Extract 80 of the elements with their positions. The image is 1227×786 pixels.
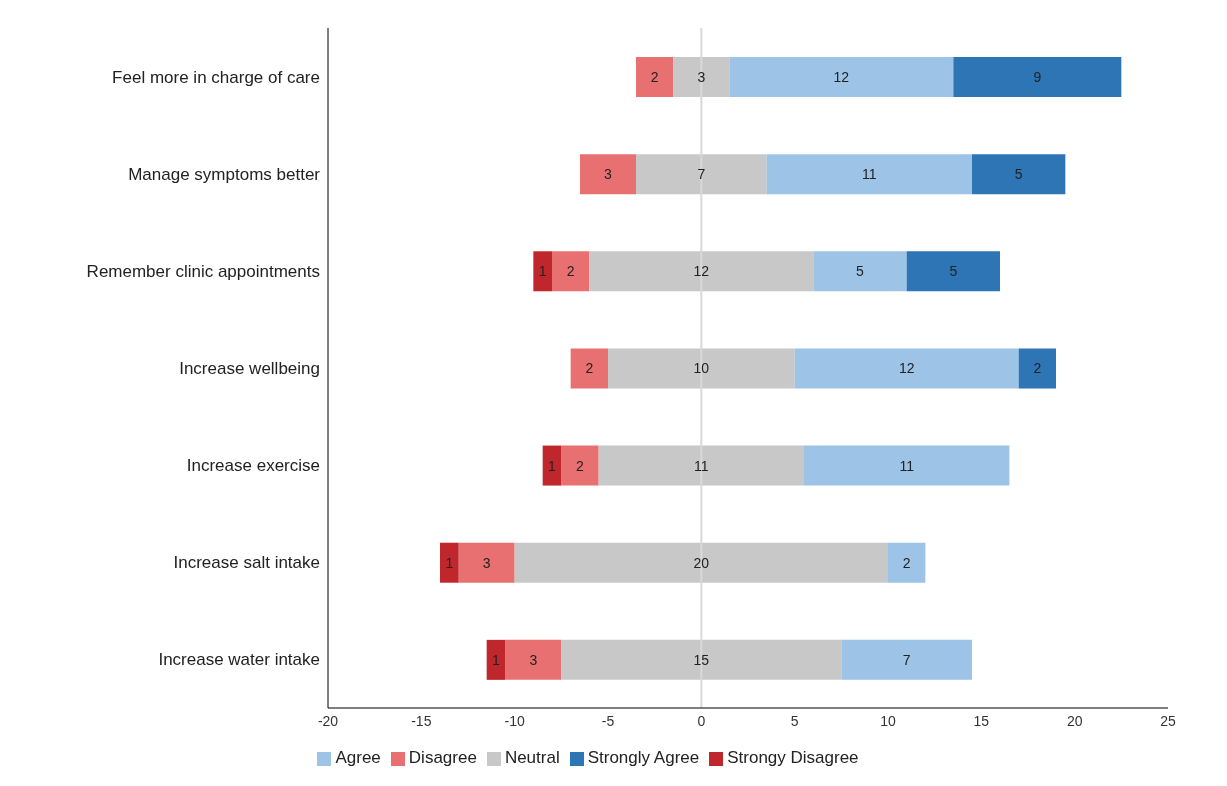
x-tick-label: -15 [411,712,432,729]
data-label: 1 [548,457,557,474]
x-tick-label: -5 [601,712,615,729]
y-tick-label: Increase exercise [186,456,320,476]
bar [542,445,562,486]
bar [729,57,954,97]
legend-label: Strongy Disagree [727,748,859,767]
bar [598,445,804,486]
bar [561,445,599,486]
data-label: 12 [898,360,915,377]
legend-label: Neutral [504,748,560,767]
y-tick-label: Feel more in charge of care [112,67,320,87]
bar [636,154,767,195]
y-tick-label: Remember clinic appointments [86,261,320,281]
y-tick-label: Increase wellbeing [179,359,320,379]
bar [813,251,907,292]
bar [906,251,1000,292]
data-label: 9 [1033,68,1042,85]
data-label: 5 [1014,166,1023,183]
bar [533,251,552,292]
data-label: 2 [566,263,575,280]
bar [636,57,674,97]
x-tick-label: 15 [973,712,990,729]
data-label: 7 [697,166,706,183]
data-label: 20 [693,554,710,571]
bar [440,542,459,583]
data-label: 11 [694,457,709,474]
bar [766,154,972,195]
bar [804,445,1010,486]
data-label: 12 [693,263,710,280]
data-label: 3 [482,554,491,571]
data-label: 7 [902,651,911,668]
bar [972,154,1066,195]
x-tick-label: 0 [697,712,706,729]
bar [673,57,730,97]
legend-label: Agree [335,748,381,767]
data-label: 12 [833,68,850,85]
data-label: 5 [949,263,958,280]
data-label: 3 [697,68,706,85]
data-label: 2 [650,68,659,85]
y-tick-label: Manage symptoms better [128,164,321,184]
data-label: 1 [538,263,547,280]
bar [580,154,636,195]
bar [841,639,972,680]
legend-label: Strongly Agree [587,748,700,767]
data-label: 3 [529,651,538,668]
data-label: 3 [604,166,613,183]
bar [888,542,926,583]
x-tick-label: -20 [317,712,339,729]
x-tick-label: 20 [1066,712,1083,729]
bar [608,348,795,389]
legend-label: Disagree [408,748,477,767]
bar [953,57,1122,97]
bar [794,348,1019,389]
data-label: 10 [693,360,710,377]
data-label: 11 [899,457,915,474]
bar [514,542,888,583]
bar [552,251,590,292]
bar [561,639,842,680]
data-label: 2 [585,360,594,377]
data-label: 2 [902,554,911,571]
data-label: 1 [445,554,454,571]
y-tick-label: Increase salt intake [173,553,320,573]
x-tick-label: 25 [1160,712,1176,729]
bar [486,639,506,680]
x-tick-label: -10 [504,712,525,729]
y-tick-label: Increase water intake [158,650,320,670]
x-tick-label: 10 [880,712,896,729]
data-label: 11 [862,166,877,183]
bar [570,348,608,389]
x-tick-label: 5 [790,712,799,729]
bar [589,251,814,292]
data-label: 2 [576,457,585,474]
data-label: 15 [693,651,710,668]
bar [505,639,562,680]
data-label: 2 [1033,360,1042,377]
bar [458,542,515,583]
data-label: 5 [856,263,865,280]
data-label: 1 [492,651,501,668]
bar [1018,348,1056,389]
